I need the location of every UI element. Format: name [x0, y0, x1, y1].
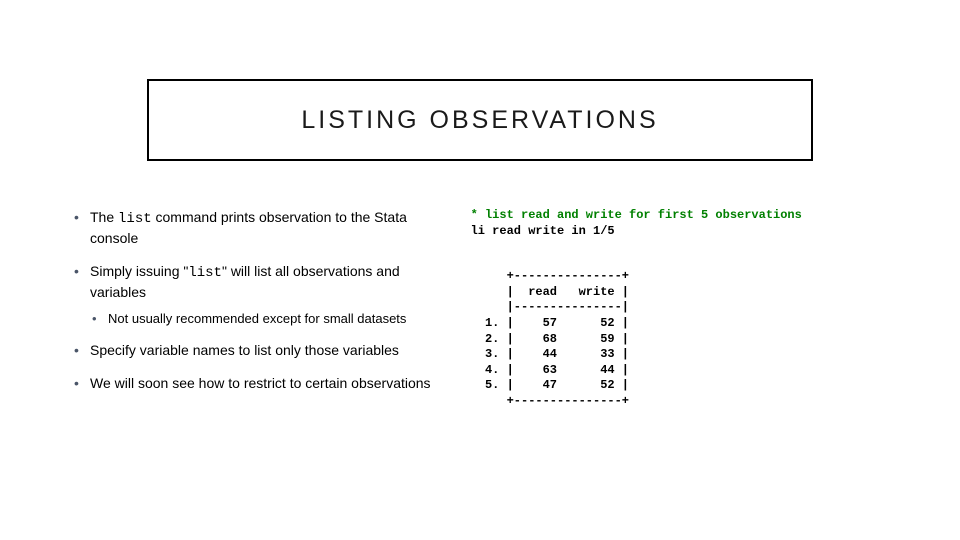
title-box: LISTING OBSERVATIONS [147, 79, 813, 161]
list-item: Specify variable names to list only thos… [72, 341, 451, 360]
code-command: li read write in 1/5 [471, 224, 615, 238]
list-item: Not usually recommended except for small… [90, 310, 451, 328]
text: Simply issuing " [90, 263, 188, 279]
page-title: LISTING OBSERVATIONS [301, 106, 658, 135]
slide: LISTING OBSERVATIONS The list command pr… [0, 0, 960, 540]
code-inline: list [188, 265, 222, 281]
bullet-column: The list command prints observation to t… [72, 208, 471, 488]
text: Not usually recommended except for small… [108, 311, 406, 326]
text: We will soon see how to restrict to cert… [90, 375, 431, 391]
list-item: We will soon see how to restrict to cert… [72, 374, 451, 393]
text: The [90, 209, 118, 225]
sub-bullet-list: Not usually recommended except for small… [90, 310, 451, 328]
code-column: * list read and write for first 5 observ… [471, 208, 888, 488]
list-item: The list command prints observation to t… [72, 208, 451, 248]
content-area: The list command prints observation to t… [72, 208, 888, 488]
text: Specify variable names to list only thos… [90, 342, 399, 358]
code-inline: list [118, 211, 152, 227]
code-output: +---------------+ | read write | |------… [471, 269, 888, 409]
list-item: Simply issuing "list" will list all obse… [72, 262, 451, 327]
code-comment: * list read and write for first 5 observ… [471, 208, 802, 222]
bullet-list: The list command prints observation to t… [72, 208, 451, 393]
code-block: * list read and write for first 5 observ… [471, 208, 888, 410]
